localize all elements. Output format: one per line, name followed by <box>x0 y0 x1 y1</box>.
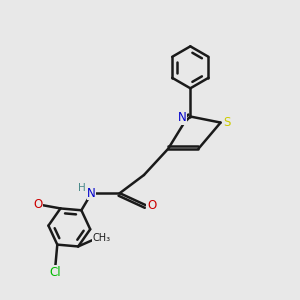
Text: Cl: Cl <box>50 266 61 279</box>
Text: O: O <box>147 199 156 212</box>
Text: H: H <box>78 182 85 193</box>
Text: S: S <box>224 116 231 129</box>
Text: N: N <box>87 187 96 200</box>
Text: CH₃: CH₃ <box>92 233 110 243</box>
Text: N: N <box>178 111 187 124</box>
Text: O: O <box>34 198 43 211</box>
